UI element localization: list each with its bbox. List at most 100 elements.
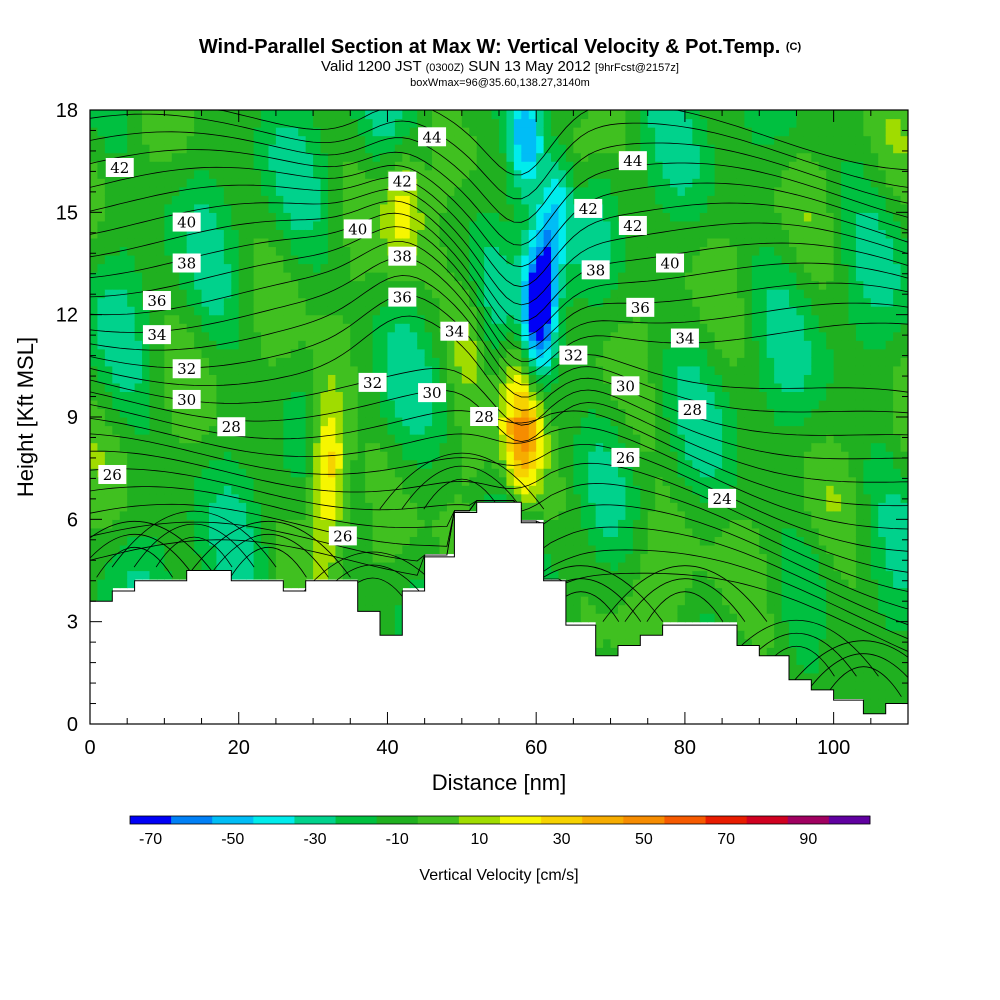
velocity-cell xyxy=(499,161,508,171)
velocity-cell xyxy=(171,135,180,145)
velocity-cell xyxy=(632,621,641,631)
velocity-cell xyxy=(528,237,537,248)
velocity-cell xyxy=(402,152,411,162)
velocity-cell xyxy=(536,110,545,120)
velocity-cell xyxy=(424,331,433,341)
velocity-cell xyxy=(580,135,589,145)
velocity-cell xyxy=(617,527,627,537)
velocity-cell xyxy=(402,229,411,239)
velocity-cell xyxy=(223,254,232,265)
velocity-cell xyxy=(580,340,589,350)
velocity-cell xyxy=(268,544,277,555)
velocity-cell xyxy=(461,314,470,324)
velocity-cell xyxy=(662,178,671,188)
velocity-cell xyxy=(662,596,671,606)
velocity-cell xyxy=(551,365,560,375)
velocity-cell xyxy=(342,110,351,120)
velocity-cell xyxy=(670,553,679,563)
velocity-cell xyxy=(298,425,307,435)
velocity-cell xyxy=(261,331,270,341)
velocity-cell xyxy=(97,331,106,341)
velocity-cell xyxy=(551,544,560,555)
velocity-cell xyxy=(394,280,403,290)
velocity-cell xyxy=(744,553,753,563)
velocity-cell xyxy=(662,297,671,307)
velocity-cell xyxy=(298,178,307,188)
velocity-cell xyxy=(521,237,530,248)
velocity-cell xyxy=(313,442,322,452)
velocity-cell xyxy=(722,110,731,120)
velocity-cell xyxy=(156,408,165,418)
velocity-cell xyxy=(446,442,455,452)
velocity-cell xyxy=(201,306,210,316)
velocity-cell xyxy=(684,212,693,222)
velocity-cell xyxy=(521,382,530,393)
velocity-cell xyxy=(632,135,641,145)
velocity-cell xyxy=(104,408,113,418)
velocity-cell xyxy=(551,391,560,401)
velocity-cell xyxy=(112,561,121,572)
velocity-cell xyxy=(640,237,649,248)
velocity-cell xyxy=(736,229,745,239)
velocity-cell xyxy=(469,254,478,265)
velocity-cell xyxy=(290,331,299,341)
velocity-cell xyxy=(327,493,336,503)
velocity-cell xyxy=(380,604,389,614)
velocity-cell xyxy=(729,451,738,461)
velocity-cell xyxy=(662,536,671,546)
velocity-cell xyxy=(142,459,151,469)
velocity-cell xyxy=(558,417,567,427)
velocity-cell xyxy=(729,425,738,435)
velocity-cell xyxy=(231,195,240,205)
velocity-cell xyxy=(290,186,299,196)
velocity-cell xyxy=(677,382,686,393)
velocity-cell xyxy=(90,561,99,572)
velocity-cell xyxy=(380,442,389,452)
velocity-cell xyxy=(112,289,121,299)
velocity-cell xyxy=(283,272,292,282)
velocity-cell xyxy=(424,459,433,469)
velocity-cell xyxy=(201,272,210,282)
velocity-cell xyxy=(149,348,158,358)
velocity-cell xyxy=(134,280,143,290)
velocity-cell xyxy=(640,289,649,299)
velocity-cell xyxy=(104,570,113,580)
velocity-cell xyxy=(127,570,136,580)
velocity-cell xyxy=(380,212,389,222)
velocity-cell xyxy=(305,237,314,248)
velocity-cell xyxy=(119,280,128,290)
velocity-cell xyxy=(729,357,738,367)
velocity-cell xyxy=(484,485,493,495)
velocity-cell xyxy=(565,374,574,384)
velocity-cell xyxy=(335,493,344,503)
velocity-cell xyxy=(290,493,299,503)
velocity-cell xyxy=(268,527,277,537)
velocity-cell xyxy=(179,110,188,120)
velocity-cell xyxy=(714,408,723,418)
velocity-cell xyxy=(684,195,693,205)
velocity-cell xyxy=(380,502,389,512)
velocity-cell xyxy=(387,510,396,520)
velocity-cell xyxy=(387,314,396,324)
velocity-cell xyxy=(127,212,136,222)
velocity-cell xyxy=(357,237,366,248)
velocity-cell xyxy=(692,604,701,614)
velocity-cell xyxy=(670,348,679,358)
velocity-cell xyxy=(670,451,679,461)
velocity-cell xyxy=(335,237,344,248)
velocity-cell xyxy=(588,357,597,367)
velocity-cell xyxy=(722,544,731,555)
velocity-cell xyxy=(253,561,262,572)
velocity-cell xyxy=(186,272,195,282)
velocity-cell xyxy=(104,314,113,324)
velocity-cell xyxy=(387,417,396,427)
velocity-cell xyxy=(394,613,403,623)
velocity-cell xyxy=(149,118,158,128)
velocity-cell xyxy=(365,152,374,162)
velocity-cell xyxy=(617,263,627,273)
velocity-cell xyxy=(97,596,106,606)
velocity-cell xyxy=(640,476,649,486)
velocity-cell xyxy=(357,493,366,503)
velocity-cell xyxy=(97,544,106,555)
velocity-cell xyxy=(394,237,403,248)
